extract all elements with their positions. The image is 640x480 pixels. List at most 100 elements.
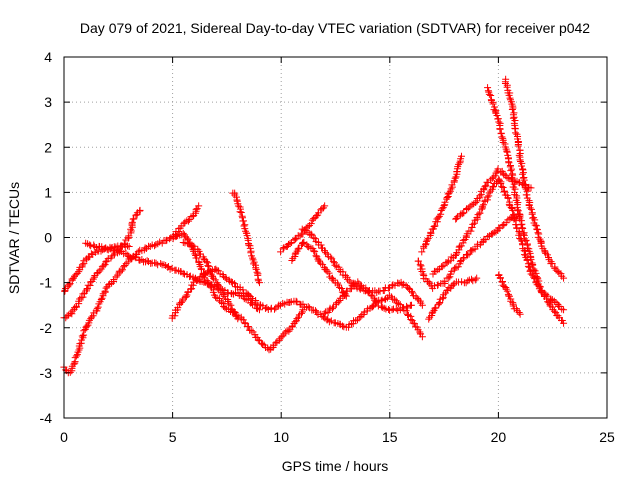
- data-point: [476, 192, 484, 200]
- data-point: [254, 336, 262, 344]
- data-point: [79, 290, 87, 298]
- data-point: [84, 253, 92, 261]
- data-point: [80, 327, 88, 335]
- data-point: [204, 262, 212, 270]
- data-point: [320, 310, 328, 318]
- data-point: [473, 240, 481, 248]
- data-point: [489, 100, 497, 108]
- data-point: [160, 261, 168, 269]
- data-point: [499, 138, 507, 146]
- data-point: [426, 231, 434, 239]
- data-point: [78, 261, 86, 269]
- data-point: [205, 262, 213, 270]
- data-point: [228, 278, 236, 286]
- data-point: [171, 312, 179, 320]
- data-point: [440, 291, 448, 299]
- series-trace-k: [288, 238, 350, 300]
- data-point: [73, 269, 81, 277]
- data-point: [117, 267, 125, 275]
- data-point: [382, 295, 390, 303]
- series-trace-p: [425, 274, 481, 323]
- data-point: [529, 261, 537, 269]
- data-point: [531, 221, 539, 229]
- data-point: [250, 258, 258, 266]
- data-point: [214, 267, 222, 275]
- data-point: [520, 176, 528, 184]
- data-point: [193, 254, 201, 262]
- data-point: [560, 274, 568, 282]
- data-point: [286, 298, 294, 306]
- data-point: [488, 97, 496, 105]
- data-point: [430, 222, 438, 230]
- x-tick-label: 5: [169, 429, 177, 445]
- data-point: [72, 352, 80, 360]
- data-point: [478, 202, 486, 210]
- data-point: [227, 301, 235, 309]
- data-point: [519, 224, 527, 232]
- data-point: [100, 262, 108, 270]
- data-point: [514, 206, 522, 214]
- data-point: [493, 111, 501, 119]
- data-point: [497, 180, 505, 188]
- data-point: [93, 305, 101, 313]
- y-tick-label: 3: [44, 94, 52, 110]
- data-point: [198, 265, 206, 273]
- data-point: [245, 291, 253, 299]
- data-point: [558, 272, 566, 280]
- data-point: [507, 167, 515, 175]
- data-point: [467, 227, 475, 235]
- data-point: [515, 151, 523, 159]
- data-point: [246, 244, 254, 252]
- data-point: [517, 162, 525, 170]
- data-point: [236, 208, 244, 216]
- data-point: [331, 261, 339, 269]
- data-point: [503, 287, 511, 295]
- data-point: [128, 218, 136, 226]
- data-point: [473, 274, 481, 282]
- data-point: [465, 204, 473, 212]
- data-point: [472, 198, 480, 206]
- series-trace-j: [277, 202, 329, 256]
- data-point: [410, 320, 418, 328]
- y-tick-label: -3: [40, 365, 53, 381]
- data-point: [307, 220, 315, 228]
- data-point: [83, 285, 91, 293]
- data-point: [422, 241, 430, 249]
- data-point: [514, 142, 522, 150]
- data-point: [206, 267, 214, 275]
- data-point: [516, 310, 524, 318]
- data-point: [508, 106, 516, 114]
- data-point: [317, 241, 325, 249]
- x-tick-label: 10: [273, 429, 289, 445]
- data-point: [311, 248, 319, 256]
- data-point: [252, 265, 260, 273]
- data-point: [195, 259, 203, 267]
- data-point: [503, 83, 511, 91]
- data-point: [499, 183, 507, 191]
- y-tick-label: -2: [40, 320, 53, 336]
- data-point: [485, 189, 493, 197]
- data-point: [545, 299, 553, 307]
- data-point: [445, 189, 453, 197]
- data-point: [431, 304, 439, 312]
- x-tick-label: 25: [599, 429, 615, 445]
- data-point: [439, 295, 447, 303]
- data-point: [445, 274, 453, 282]
- data-point: [253, 268, 261, 276]
- data-point: [323, 267, 331, 275]
- data-point: [468, 201, 476, 209]
- data-point: [455, 160, 463, 168]
- data-point: [204, 280, 212, 288]
- data-point: [454, 263, 462, 271]
- data-point: [182, 293, 190, 301]
- data-point: [485, 192, 493, 200]
- data-point: [523, 256, 531, 264]
- data-point: [338, 322, 346, 330]
- data-point: [402, 281, 410, 289]
- data-point: [338, 285, 346, 293]
- data-point: [508, 165, 516, 173]
- data-point: [494, 115, 502, 123]
- data-point: [247, 249, 255, 257]
- data-point: [124, 258, 132, 266]
- data-point: [498, 183, 506, 191]
